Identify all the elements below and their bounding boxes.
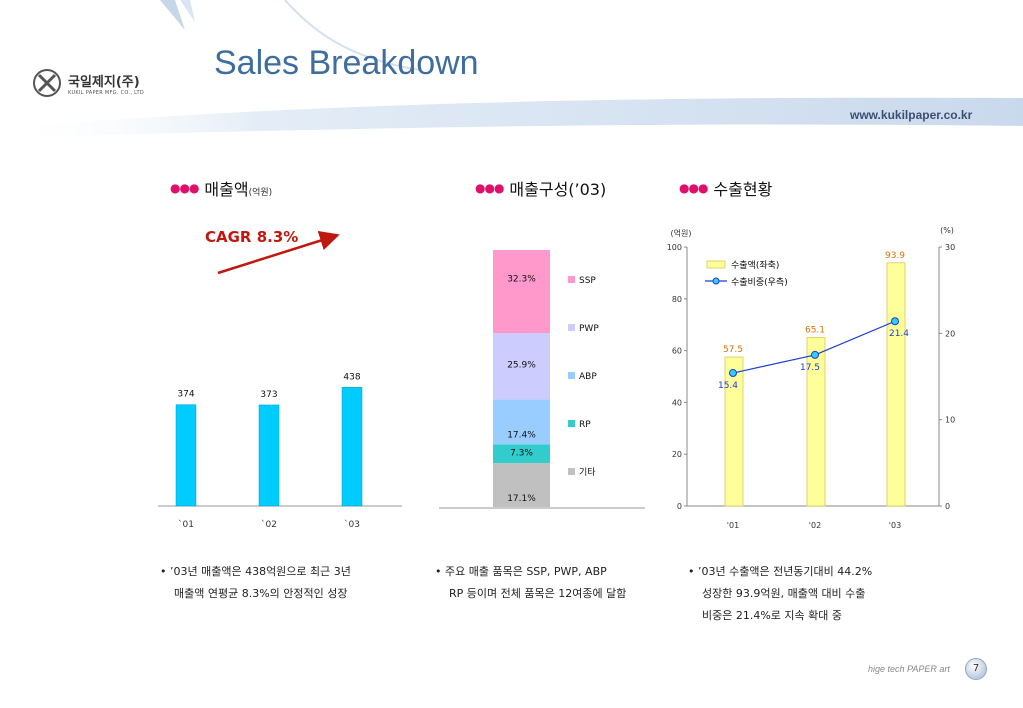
export-bar-label: 57.5: [723, 345, 743, 355]
composition-segment-label: 25.9%: [507, 360, 536, 370]
export-right-unit: (%): [940, 226, 954, 235]
sales-value-label: 438: [343, 372, 360, 382]
composition-segment: [493, 250, 550, 334]
composition-segment-label: 7.3%: [510, 448, 533, 458]
composition-segment: [493, 399, 550, 445]
sales-bullet: • ’03년 매출액은 438억원으로 최근 3년 매출액 연평균 8.3%의 …: [160, 561, 410, 605]
sales-x-tick: `03: [344, 519, 360, 530]
sales-title-text: 매출액: [204, 180, 249, 199]
export-right-tick-label: 0: [945, 502, 950, 511]
export-legend-line-marker: [712, 277, 720, 285]
composition-legend-label: RP: [579, 420, 591, 430]
composition-bullet: • 주요 매출 품목은 SSP, PWP, ABP RP 등이며 전체 품목은 …: [435, 561, 685, 605]
bullet-line: 성장한 93.9억원, 매출액 대비 수출: [702, 587, 866, 600]
export-share-label: 17.5: [800, 363, 820, 373]
export-x-tick: '02: [809, 521, 821, 530]
export-share-label: 21.4: [889, 329, 909, 339]
composition-segment-label: 32.3%: [507, 275, 536, 285]
export-share-point: [891, 317, 899, 326]
sales-bar: [175, 404, 197, 507]
export-right-tick-label: 20: [945, 329, 955, 338]
sales-section-title: ●●● 매출액(억원): [170, 176, 272, 200]
sales-bar-chart: 374 `01 373 `02 438 `03: [158, 230, 402, 530]
sales-value-label: 374: [177, 390, 194, 400]
logo-mark-icon: [33, 69, 61, 97]
sales-bar: [341, 387, 363, 507]
export-bullet: • ’03년 수출액은 전년동기대비 44.2% 성장한 93.9억원, 매출액…: [688, 561, 948, 627]
composition-legend-label: PWP: [579, 324, 599, 334]
export-share-point: [729, 369, 737, 378]
composition-legend-swatch: [568, 372, 575, 379]
composition-legend-label: SSP: [579, 276, 596, 286]
bullet-line: • ’03년 수출액은 전년동기대비 44.2%: [688, 565, 873, 578]
composition-title-text: 매출구성(’03): [509, 180, 607, 199]
bullet-line: 매출액 연평균 8.3%의 안정적인 성장: [174, 587, 348, 600]
export-bar-label: 93.9: [885, 251, 905, 261]
export-bar: [806, 336, 826, 507]
company-logo: 국일제지(주) KUKIL PAPER MFG. CO., LTD: [32, 68, 144, 98]
export-left-tick-label: 40: [672, 398, 682, 407]
composition-segment: [493, 463, 550, 507]
sales-unit: (억원): [248, 188, 273, 198]
logo-korean: 국일제지(주): [68, 74, 140, 90]
sales-x-tick: `02: [261, 519, 277, 530]
composition-legend-label: 기타: [579, 467, 596, 478]
export-right-tick-label: 10: [945, 416, 955, 425]
bullet-line: • 주요 매출 품목은 SSP, PWP, ABP: [435, 565, 607, 578]
export-right-tick-label: 30: [945, 243, 955, 252]
composition-segment: [493, 444, 550, 464]
export-bar: [724, 356, 744, 507]
export-title-text: 수출현황: [713, 180, 773, 199]
export-x-tick: '01: [727, 521, 739, 530]
composition-legend-swatch: [568, 276, 575, 283]
cagr-label: CAGR 8.3%: [205, 228, 299, 246]
composition-legend-swatch: [568, 420, 575, 427]
composition-legend-label: ABP: [579, 372, 597, 382]
bullet-dots-icon: ●●●: [475, 181, 504, 195]
composition-section-title: ●●● 매출구성(’03): [475, 176, 606, 200]
export-combo-chart: 0 20 40 60 80 100 0 10 20 30 (억원) (%) 57.5 '01 65.1 '02…: [667, 226, 955, 530]
export-bar-label: 65.1: [805, 325, 825, 335]
sales-x-tick: `01: [178, 519, 194, 530]
sales-value-label: 373: [260, 390, 277, 400]
sales-bar: [258, 404, 280, 507]
bullet-line: RP 등이며 전체 품목은 12여종에 달함: [449, 587, 627, 600]
export-legend-bar-swatch: [706, 260, 726, 269]
bullet-line: • ’03년 매출액은 438억원으로 최근 3년: [160, 565, 351, 578]
composition-segment: [493, 333, 550, 400]
bullet-line: 비중은 21.4%로 지속 확대 중: [702, 609, 843, 622]
export-left-tick-label: 60: [672, 347, 682, 356]
export-bar: [886, 262, 906, 507]
logo-english: KUKIL PAPER MFG. CO., LTD: [68, 89, 145, 96]
export-section-title: ●●● 수출현황: [679, 176, 772, 200]
export-left-tick-label: 20: [672, 450, 682, 459]
composition-legend-swatch: [568, 324, 575, 331]
bullet-dots-icon: ●●●: [170, 181, 199, 195]
composition-segment-label: 17.4%: [507, 430, 536, 440]
export-left-tick-label: 80: [672, 295, 682, 304]
export-share-point: [811, 350, 819, 359]
header-swoosh: [0, 0, 1023, 138]
export-left-tick-label: 100: [667, 243, 682, 252]
export-x-tick: '03: [889, 521, 901, 530]
export-left-unit: (억원): [671, 228, 692, 238]
website-url: www.kukilpaper.co.kr: [850, 108, 973, 122]
page-title: Sales Breakdown: [214, 44, 479, 82]
cagr-arrow: [217, 230, 340, 275]
composition-stacked-chart: 17.1% 7.3% 17.4% 25.9% 32.3% SSP PWP ABP RP 기타: [439, 250, 645, 509]
export-legend-bar-label: 수출액(좌축): [731, 259, 779, 271]
footer-tagline: hige tech PAPER art: [868, 664, 950, 674]
bullet-dots-icon: ●●●: [679, 181, 708, 195]
export-left-tick-label: 0: [677, 502, 682, 511]
composition-legend-swatch: [568, 468, 575, 475]
composition-segment-label: 17.1%: [507, 494, 536, 504]
export-legend-line-label: 수출비중(우측): [731, 277, 788, 288]
export-share-label: 15.4: [718, 381, 738, 391]
page-number: 7: [965, 658, 987, 680]
